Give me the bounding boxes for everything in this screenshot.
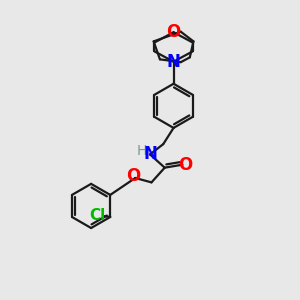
Text: O: O <box>167 23 181 41</box>
Text: N: N <box>143 146 157 164</box>
Text: Cl: Cl <box>89 208 105 223</box>
Text: H: H <box>136 144 147 158</box>
Text: N: N <box>167 53 181 71</box>
Text: O: O <box>178 156 193 174</box>
Text: O: O <box>126 167 140 185</box>
